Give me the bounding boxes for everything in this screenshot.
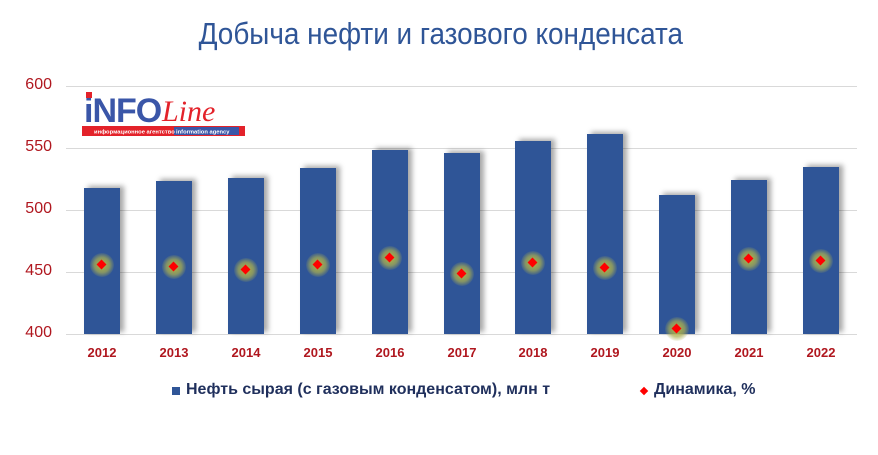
chart-title: Добыча нефти и газового конденсата bbox=[198, 16, 683, 51]
bar-2018 bbox=[515, 141, 551, 334]
x-axis-tick-label: 2012 bbox=[87, 345, 117, 360]
bar-2014 bbox=[228, 178, 264, 334]
x-axis-tick-label: 2022 bbox=[806, 345, 836, 360]
dynamics-marker-2012 bbox=[90, 253, 114, 277]
gridline bbox=[66, 86, 857, 87]
x-axis-tick-label: 2020 bbox=[662, 345, 692, 360]
y-axis-tick-label: 400 bbox=[25, 324, 52, 341]
legend-bar-swatch bbox=[172, 387, 180, 395]
svg-text:information agency: information agency bbox=[176, 130, 230, 136]
x-axis-tick-label: 2013 bbox=[159, 345, 189, 360]
bar-2016 bbox=[372, 150, 408, 334]
y-axis-tick-label: 450 bbox=[25, 262, 52, 279]
gridline bbox=[66, 334, 857, 335]
bar-2015 bbox=[300, 168, 336, 334]
svg-text:iNFO: iNFO bbox=[84, 92, 162, 130]
infoline-logo: iNFO Line информационное агентство infor… bbox=[82, 92, 245, 136]
dynamics-marker-2016 bbox=[378, 246, 402, 270]
x-axis-tick-label: 2015 bbox=[303, 345, 333, 360]
legend-markers-label: Динамика, % bbox=[654, 381, 756, 398]
legend-bars-label: Нефть сырая (с газовым конденсатом), млн… bbox=[186, 381, 551, 398]
y-axis-tick-label: 550 bbox=[25, 138, 52, 155]
y-axis-tick-label: 500 bbox=[25, 200, 52, 217]
legend-marker-diamond-icon bbox=[639, 386, 649, 396]
bar-2017 bbox=[444, 153, 480, 334]
bar-2019 bbox=[587, 134, 623, 334]
dynamics-marker-2017 bbox=[450, 262, 474, 286]
dynamics-marker-2014 bbox=[234, 258, 258, 282]
dynamics-marker-2018 bbox=[521, 251, 545, 275]
y-axis-tick-label: 600 bbox=[25, 76, 52, 93]
svg-text:Line: Line bbox=[161, 95, 215, 128]
bar-2020 bbox=[659, 195, 695, 334]
dynamics-marker-2015 bbox=[306, 253, 330, 277]
dynamics-marker-2019 bbox=[593, 256, 617, 280]
gridline bbox=[66, 148, 857, 149]
x-axis-tick-label: 2019 bbox=[590, 345, 620, 360]
x-axis-tick-label: 2021 bbox=[734, 345, 764, 360]
x-axis-tick-label: 2014 bbox=[231, 345, 261, 360]
dynamics-marker-2021 bbox=[737, 247, 761, 271]
x-axis-tick-label: 2018 bbox=[518, 345, 548, 360]
x-axis-tick-label: 2017 bbox=[447, 345, 477, 360]
svg-text:информационное агентство: информационное агентство bbox=[94, 129, 175, 136]
dynamics-marker-2020 bbox=[665, 317, 689, 341]
dynamics-marker-2022 bbox=[809, 249, 833, 273]
dynamics-marker-2013 bbox=[162, 255, 186, 279]
x-axis-tick-label: 2016 bbox=[375, 345, 405, 360]
